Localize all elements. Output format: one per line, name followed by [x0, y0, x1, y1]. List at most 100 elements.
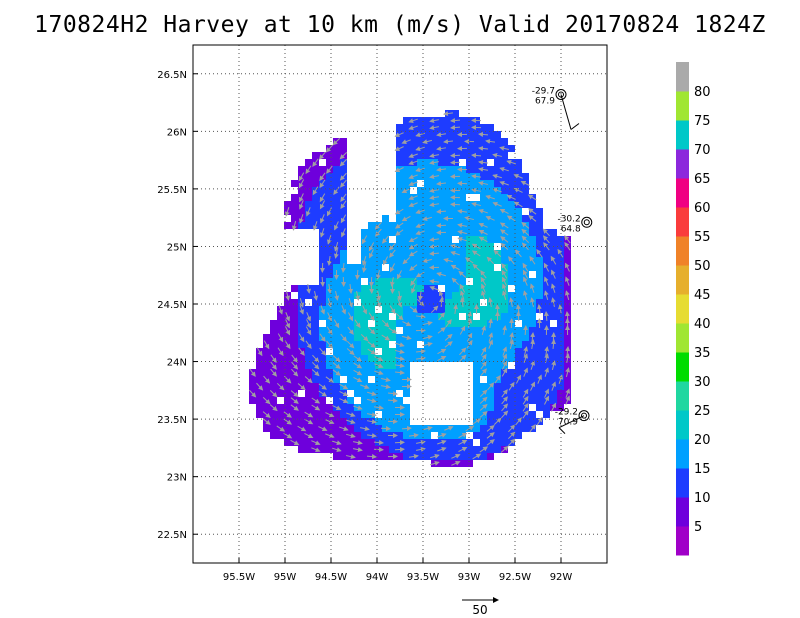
wind-speed-cell [424, 264, 431, 271]
wind-speed-cell [536, 369, 543, 376]
wind-speed-cell [298, 285, 305, 292]
wind-vector [291, 354, 298, 363]
wind-vector [492, 202, 502, 207]
wind-speed-cell [557, 257, 564, 264]
wind-vector [480, 361, 487, 370]
wind-vector [521, 235, 530, 244]
wind-speed-cell [410, 334, 417, 341]
wind-vector [408, 181, 418, 187]
wind-speed-cell [284, 306, 291, 313]
wind-speed-cell [368, 355, 375, 362]
wind-speed-cell [494, 138, 501, 145]
wind-speed-cell [445, 348, 452, 355]
wind-speed-cell [396, 124, 403, 131]
wind-vector [523, 367, 528, 377]
wind-speed-cell [515, 159, 522, 166]
wind-speed-cell [515, 355, 522, 362]
wind-vector [564, 276, 570, 286]
wind-speed-cell [550, 229, 557, 236]
wind-speed-cell [529, 201, 536, 208]
wind-speed-cell [361, 453, 368, 460]
wind-speed-cell [361, 292, 368, 299]
wind-vector [550, 297, 556, 308]
wind-vector [408, 118, 418, 124]
wind-speed-cell [284, 439, 291, 446]
wind-speed-cell [382, 432, 389, 439]
wind-speed-cell [473, 334, 480, 341]
wind-speed-cell [263, 390, 270, 397]
wind-speed-cell [326, 222, 333, 229]
wind-speed-cell [522, 341, 529, 348]
wind-speed-cell [417, 243, 424, 250]
wind-speed-cell [403, 201, 410, 208]
wind-speed-cell [473, 145, 480, 152]
colorbar-swatch [676, 91, 689, 121]
wind-speed-cell [319, 250, 326, 257]
wind-speed-cell [417, 138, 424, 145]
wind-speed-cell [487, 152, 494, 159]
wind-vector [450, 264, 460, 271]
wind-speed-cell [410, 229, 417, 236]
wind-speed-cell [256, 397, 263, 404]
wind-speed-cell [396, 250, 403, 257]
wind-speed-cell [515, 243, 522, 250]
wind-speed-cell [417, 124, 424, 131]
wind-speed-cell [410, 166, 417, 173]
wind-speed-cell [326, 334, 333, 341]
wind-speed-cell [431, 222, 438, 229]
wind-speed-cell [319, 327, 326, 334]
wind-speed-cell [438, 236, 445, 243]
wind-speed-cell [424, 166, 431, 173]
wind-vector [397, 298, 402, 308]
wind-vector [346, 433, 356, 439]
wind-speed-cell [431, 215, 438, 222]
wind-vector [408, 195, 418, 201]
wind-vector [436, 132, 447, 138]
wind-speed-cell [522, 257, 529, 264]
wind-speed-cell [536, 348, 543, 355]
wind-speed-cell [487, 355, 494, 362]
wind-speed-cell [403, 355, 410, 362]
wind-vector [312, 186, 319, 196]
wind-speed-cell [410, 292, 417, 299]
colorbar-swatch [676, 62, 689, 92]
colorbar-label: 40 [694, 317, 711, 332]
wind-speed-cell [550, 292, 557, 299]
wind-speed-cell [340, 348, 347, 355]
wind-speed-cell [501, 334, 508, 341]
wind-speed-cell [438, 257, 445, 264]
wind-speed-cell [550, 355, 557, 362]
wind-speed-cell [445, 271, 452, 278]
wind-speed-cell [312, 306, 319, 313]
wind-speed-cell [501, 215, 508, 222]
wind-speed-cell [354, 334, 361, 341]
station-speed: 70.9 [558, 418, 578, 428]
wind-speed-cell [445, 187, 452, 194]
wind-speed-cell [424, 348, 431, 355]
wind-speed-cell [557, 404, 564, 411]
wind-speed-cell [466, 292, 473, 299]
wind-speed-cell [459, 320, 466, 327]
wind-speed-cell [431, 229, 438, 236]
wind-speed-cell [291, 341, 298, 348]
wind-vector [306, 319, 311, 329]
wind-speed-cell [522, 299, 529, 306]
wind-speed-cell [543, 285, 550, 292]
wind-speed-cell [459, 187, 466, 194]
wind-vector [319, 172, 326, 181]
wind-speed-cell [326, 404, 333, 411]
wind-speed-cell [494, 390, 501, 397]
wind-vector [389, 305, 396, 315]
wind-vector [486, 432, 495, 439]
wind-speed-cell [543, 411, 550, 418]
wind-speed-cell [333, 313, 340, 320]
wind-speed-cell [557, 320, 564, 327]
wind-speed-cell [466, 348, 473, 355]
vector-scale-label: 50 [472, 603, 487, 617]
wind-speed-cell [417, 285, 424, 292]
lat-tick-label: 26N [167, 127, 187, 138]
wind-speed-cell [508, 376, 515, 383]
wind-vector [373, 447, 384, 453]
wind-vector [485, 216, 495, 221]
wind-speed-cell [466, 327, 473, 334]
